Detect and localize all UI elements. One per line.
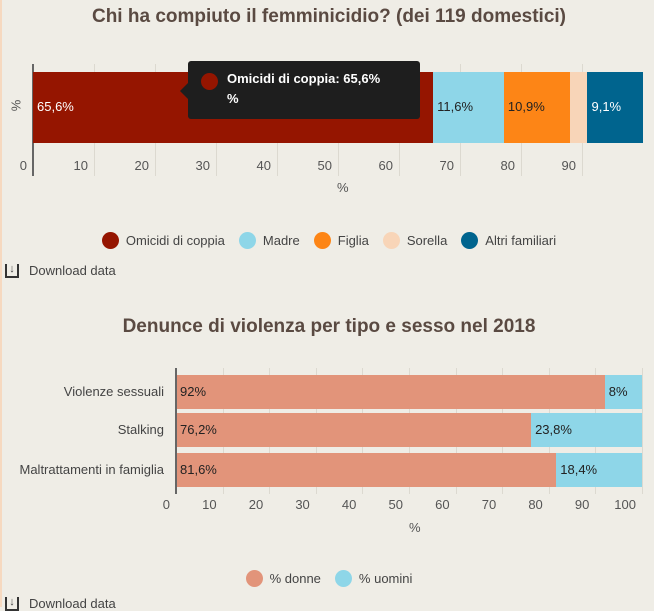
category-label: Violenze sessuali <box>63 384 164 399</box>
tooltip-line2: % <box>227 91 239 106</box>
bar-label: 11,6% <box>437 99 474 114</box>
legend-item[interactable]: Figlia <box>313 232 369 249</box>
x-tick-label: 50 <box>388 497 403 512</box>
tooltip: Omicidi di coppia: 65,6% % <box>180 61 420 119</box>
x-tick-label: 20 <box>134 158 149 173</box>
x-tick-label: 60 <box>378 158 393 173</box>
legend-label: Sorella <box>406 233 448 248</box>
download-icon: ↓ <box>5 596 19 611</box>
bar-label: 10,9% <box>507 99 545 114</box>
bar-segment <box>176 413 532 447</box>
x-tick-label: 30 <box>295 497 310 512</box>
legend-dot <box>238 232 256 249</box>
chart1-xlabel: % <box>337 180 349 195</box>
bar-segment <box>604 375 642 409</box>
legend-dot <box>101 232 119 249</box>
bar-segment <box>176 375 605 409</box>
x-tick-label: 30 <box>195 158 210 173</box>
category-label: Stalking <box>117 422 164 437</box>
category-label: Maltrattamenti in famiglia <box>19 462 165 477</box>
legend-dot <box>245 570 263 587</box>
legend-label: Figlia <box>337 233 369 248</box>
x-tick-label: 80 <box>500 158 515 173</box>
legend-item[interactable]: Sorella <box>382 232 448 249</box>
bar-label: 65,6% <box>37 99 74 114</box>
chart1-title: Chi ha compiuto il femminicidio? (dei 11… <box>91 6 567 27</box>
download-data-link-2[interactable]: ↓ Download data <box>5 596 116 611</box>
x-tick-label: 90 <box>574 497 590 512</box>
chart2-xlabel: % <box>409 520 421 535</box>
bar-segment <box>556 453 642 487</box>
gridline <box>642 368 643 494</box>
chart1-ylabel: % <box>8 99 24 112</box>
bar-segment <box>503 72 571 143</box>
bar-segment <box>433 72 504 143</box>
legend-label: % uomini <box>358 571 413 586</box>
legend-item[interactable]: % donne <box>245 570 321 587</box>
legend-item[interactable]: Omicidi di coppia <box>101 232 225 249</box>
bar-label: 18,4% <box>560 462 598 477</box>
x-tick-label: 100 <box>614 497 636 512</box>
bar-label: 8% <box>608 384 628 399</box>
bar-label: 9,1% <box>591 99 622 114</box>
bar-label: 81,6% <box>180 462 217 477</box>
x-tick-label: 40 <box>256 158 271 173</box>
bar-segment <box>531 413 642 447</box>
legend-label: Altri familiari <box>485 233 557 248</box>
x-tick-label: 20 <box>248 497 264 512</box>
legend-dot <box>461 232 479 249</box>
bar-segment <box>176 453 557 487</box>
legend-label: % donne <box>269 571 321 586</box>
download-label: Download data <box>29 263 116 278</box>
download-label: Download data <box>29 596 116 611</box>
bar-label: 76,2% <box>180 422 217 437</box>
chart2-title: Denunce di violenza per tipo e sesso nel… <box>122 316 536 337</box>
legend-item[interactable]: Altri familiari <box>461 232 556 249</box>
x-tick-label: 70 <box>439 158 454 173</box>
legend-item[interactable]: Madre <box>238 232 300 249</box>
bar-label: 23,8% <box>535 422 572 437</box>
bar-label: 92% <box>180 384 207 399</box>
legend-label: Omicidi di coppia <box>125 233 225 248</box>
x-tick-label: 60 <box>435 497 450 512</box>
legend-dot <box>334 570 352 587</box>
x-tick-label: 10 <box>202 497 217 512</box>
legend-item[interactable]: % uomini <box>334 570 413 587</box>
download-icon: ↓ <box>5 263 19 278</box>
legend-dot <box>313 232 331 249</box>
x-tick-label: 50 <box>317 158 332 173</box>
x-tick-label: 80 <box>528 497 543 512</box>
tooltip-line1: Omicidi di coppia: 65,6% <box>227 71 381 86</box>
x-tick-label: 0 <box>162 497 170 512</box>
download-data-link[interactable]: ↓ Download data <box>5 263 116 278</box>
chart2-legend: % donne % uomini <box>2 570 654 587</box>
x-tick-label: 10 <box>73 158 88 173</box>
x-tick-label: 70 <box>481 497 497 512</box>
x-tick-label: 90 <box>561 158 576 173</box>
bar-segment <box>587 72 643 143</box>
legend-label: Madre <box>262 233 300 248</box>
y-axis-line <box>175 368 177 494</box>
chart1-legend: Omicidi di coppia Madre Figlia Sorella Altri… <box>2 232 654 249</box>
legend-dot <box>382 232 400 249</box>
x-tick-label: 0 <box>19 158 27 173</box>
x-tick-label: 40 <box>341 497 357 512</box>
bar-segment <box>570 72 588 143</box>
tooltip-dot <box>201 73 218 90</box>
